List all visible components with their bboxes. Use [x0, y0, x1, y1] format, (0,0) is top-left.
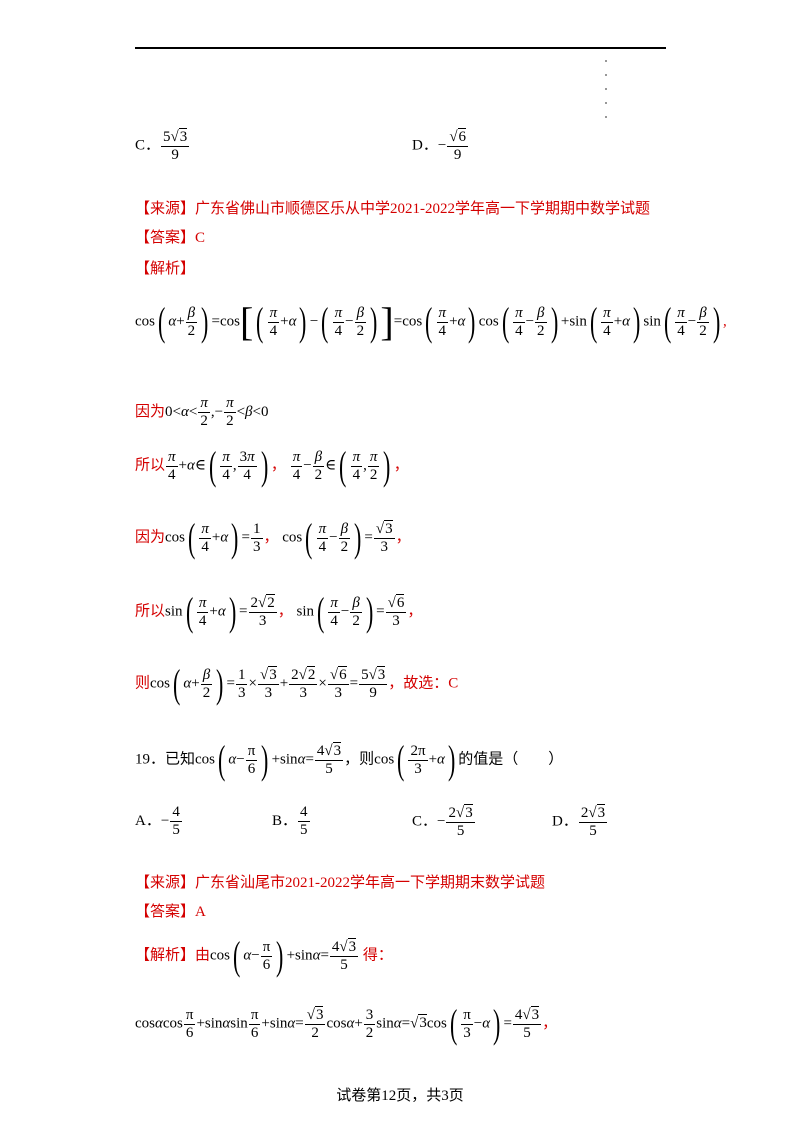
option-label: D．: [412, 137, 438, 154]
q18-analysis-label: 【解析】: [135, 261, 196, 277]
q18-expansion-formula: cos(α+ β 2) =cos[(π 4 +α) −(π 4− β 2)]=cos(π 4 +α) c…: [135, 299, 727, 344]
q19-analysis: 【解析】由cos(α− π 6) +sinα= 4√3 5 得：: [135, 933, 393, 978]
q19-stem: 19．已知cos(α− π 6) +sinα= 4√3 5 ，则cos(2π 3 +α) 的值是（…: [135, 737, 564, 782]
page-footer: 试卷第12页，共3页: [336, 1088, 464, 1104]
q19-option-a: A．− 4 5: [135, 804, 182, 838]
option-c-prev: C． 5√3 9: [135, 128, 190, 163]
q18-answer: 【答案】C: [135, 230, 206, 246]
q19-option-d: D． 2√3 5: [552, 804, 608, 839]
q18-result: 则cos(α+ β 2) = 1 3 × √3 3 +2√2 3 × √6 3 = 5√3 9 ，故选：C: [135, 661, 459, 706]
q19-answer: 【答案】A: [135, 904, 206, 920]
q19-option-b: B． 4 5: [272, 804, 310, 838]
option-label: C．: [135, 137, 161, 154]
q18-so-sin: 所以sin(π 4 +α) = 2√2 3， sin(π 4− β 2) = √6 3，: [135, 589, 423, 634]
q18-because-range: 因为0<α< π 2 ,− π 2 <β<0: [135, 395, 269, 429]
header-rule: [135, 47, 666, 49]
q18-source: 【来源】广东省佛山市顺德区乐从中学2021-2022学年高一下学期期中数学试题: [135, 201, 650, 217]
margin-dots: [605, 60, 609, 130]
q19-source: 【来源】广东省汕尾市2021-2022学年高一下学期期末数学试题: [135, 875, 545, 891]
q19-option-c: C．− 2√3 5: [412, 804, 475, 839]
q18-so-intervals: 所以 π 4 +α∈(π 4, 3π 4)， π 4− β 2 ∈(π 4, π 2)，: [135, 443, 409, 488]
q18-because-cos: 因为cos(π 4 +α) = 1 3， cos(π 4− β 2) = √3 3，: [135, 515, 411, 560]
option-d-prev: D．− √6 9: [412, 128, 469, 163]
q19-derivation: cosαcos π 6 +sinαsin π 6 +sinα= √3 2 cosα+ 3 2 sinα=…: [135, 1001, 558, 1046]
